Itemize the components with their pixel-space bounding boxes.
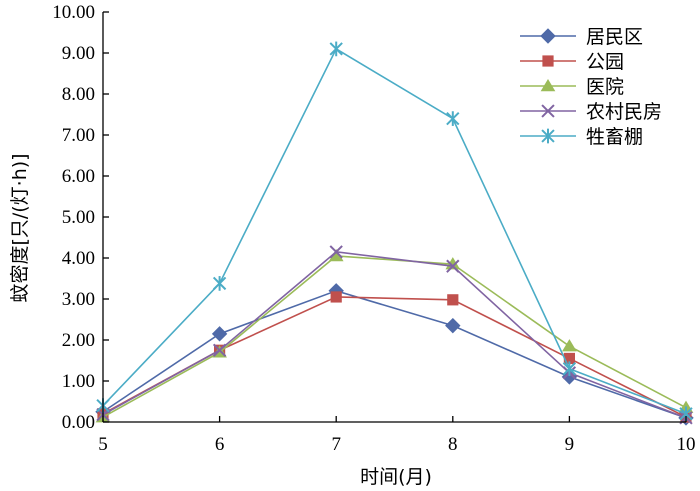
triangle-marker: [328, 248, 344, 262]
y-tick-label: 10.00: [52, 2, 95, 23]
diamond-marker: [445, 317, 461, 334]
y-tick-label: 3.00: [62, 289, 95, 310]
legend-label: 农村民房: [586, 101, 662, 123]
legend-item: 居民区: [520, 26, 643, 48]
series-layer: [95, 41, 694, 426]
y-tick-label: 7.00: [62, 125, 95, 146]
star-marker: [541, 128, 555, 144]
x-marker: [329, 245, 343, 259]
series-line: [102, 255, 687, 418]
y-tick-label: 6.00: [62, 166, 95, 187]
x-tick-label: 9: [565, 434, 575, 455]
y-tick-label: 9.00: [62, 43, 95, 64]
star-marker: [329, 41, 343, 57]
square-marker: [563, 352, 575, 365]
square-marker: [447, 294, 459, 306]
x-tick-label: 6: [215, 434, 225, 455]
legend-item: 公园: [520, 51, 624, 73]
star-marker: [562, 361, 577, 377]
x-marker: [541, 104, 555, 118]
series-x: [96, 245, 693, 425]
series-triangle: [95, 248, 694, 423]
x-tick-label: 10: [677, 434, 696, 455]
x-axis-title: 时间(月): [360, 466, 432, 488]
y-axis-title: 蚊密度[只/(灯·h)]: [9, 153, 31, 302]
x-tick-label: 8: [448, 434, 458, 455]
star-marker: [446, 111, 460, 126]
x-marker: [212, 343, 227, 357]
square-marker: [542, 55, 554, 67]
y-tick-label: 8.00: [62, 84, 95, 105]
diamond-marker: [540, 28, 556, 44]
x-tick-label: 5: [98, 434, 108, 455]
legend-label: 牲畜棚: [586, 126, 643, 148]
y-tick-label: 2.00: [62, 330, 95, 351]
series-diamond: [95, 283, 694, 426]
triangle-marker: [562, 339, 577, 352]
series-square: [97, 291, 692, 423]
series-star: [96, 41, 693, 422]
legend-label: 医院: [586, 76, 624, 98]
x-marker: [446, 259, 460, 273]
legend-label: 公园: [586, 51, 624, 73]
triangle-marker: [540, 79, 556, 92]
diamond-marker: [211, 326, 228, 342]
square-marker: [330, 291, 342, 303]
star-marker: [212, 276, 227, 291]
x-tick-label: 7: [331, 434, 341, 455]
y-tick-label: 5.00: [62, 207, 95, 228]
legend-item: 医院: [520, 76, 624, 98]
series-line: [102, 47, 687, 415]
series-line: [102, 289, 687, 419]
y-tick-label: 4.00: [62, 248, 95, 269]
legend-item: 牲畜棚: [520, 126, 643, 148]
y-tick-label: 1.00: [62, 371, 95, 392]
legend-item: 农村民房: [520, 101, 662, 123]
y-tick-label: 0.00: [62, 412, 95, 433]
series-line: [102, 251, 687, 419]
axes-layer: 0.00 1.00 2.00 3.00 4.00 5.00 6.00 7.00 8.00 9.00…: [52, 2, 695, 455]
legend-label: 居民区: [586, 26, 643, 48]
